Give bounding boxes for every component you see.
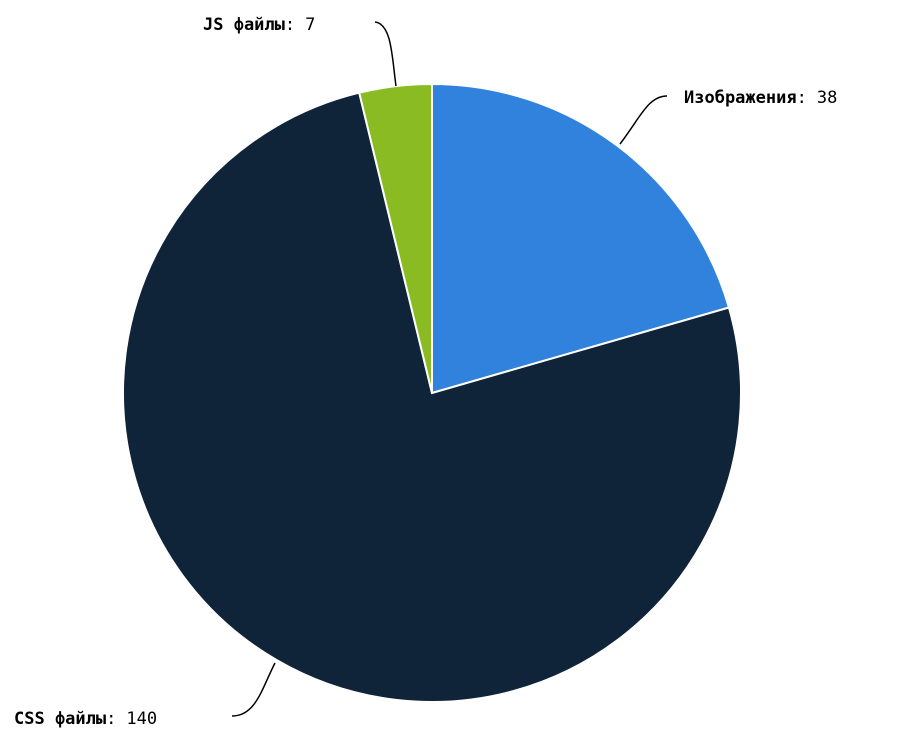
slice-label-css: CSS файлы: 140 [14,662,276,729]
slice-js [358,82,433,394]
leader-line-images [619,95,668,145]
leader-line-css [231,662,276,717]
label-images-separator: : [797,88,807,108]
slice-label-js: JS файлы: 7 [203,15,397,87]
label-css-value: 140 [126,709,157,729]
slice-label-images: Изображения: 38 [619,88,837,145]
pie-labels: Изображения: 38 CSS файлы: 140 JS файлы: 7 [14,15,837,729]
label-js-separator: : [285,15,295,35]
label-images: Изображения: 38 [684,88,837,108]
slice-images [431,82,731,395]
label-css-separator: : [106,709,116,729]
pie-slices [122,82,742,703]
slice-css [122,91,742,703]
label-js-value: 7 [305,15,315,35]
leader-line-js [374,21,397,87]
label-js: JS файлы: 7 [203,15,315,35]
label-css: CSS файлы: 140 [14,709,157,729]
label-images-value: 38 [817,88,837,108]
label-css-name: CSS файлы [14,709,106,729]
label-js-name: JS файлы [203,15,285,35]
label-images-name: Изображения [684,88,797,108]
